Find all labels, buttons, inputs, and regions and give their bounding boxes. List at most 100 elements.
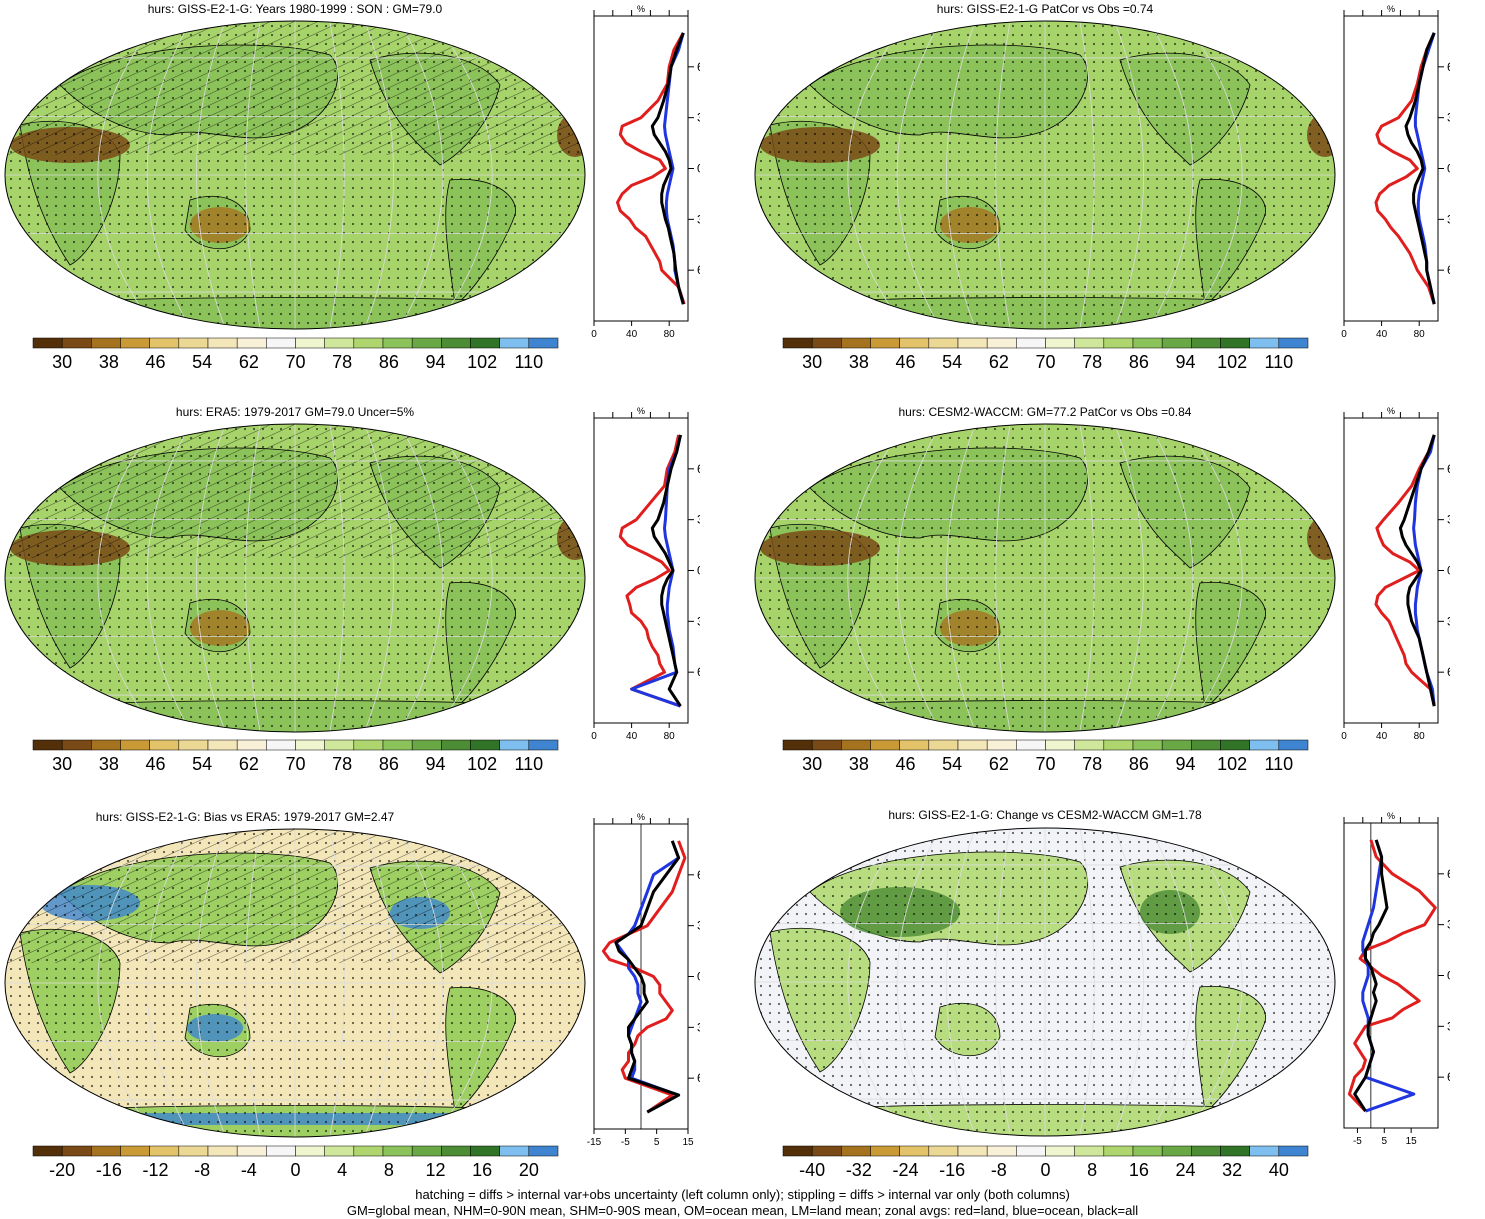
colorbar-swatch	[1191, 337, 1221, 349]
all-zonal-line	[1404, 32, 1436, 305]
colorbar-swatch	[266, 337, 296, 349]
colorbar-tick-label: -4	[241, 1160, 257, 1180]
graticule-lon	[847, 828, 907, 1136]
all-zonal-line	[1398, 434, 1436, 707]
colorbar-tick-label: 86	[1129, 352, 1149, 372]
graticule-lon	[399, 829, 444, 1137]
x-tick-label: 15	[682, 1137, 694, 1148]
lat-tick-label: 0	[697, 162, 700, 176]
graticule-lon	[364, 424, 394, 732]
colorbar-tick-label: 12	[425, 1160, 445, 1180]
zonal-unit-label: %	[1387, 406, 1395, 416]
colorbar-swatch	[899, 1145, 930, 1157]
lat-tick-label: 60S	[1447, 1070, 1450, 1084]
colorbar-swatch	[528, 1145, 559, 1157]
colorbar-swatch	[957, 739, 988, 751]
colorbar-tick-label: 20	[519, 1160, 539, 1180]
colorbar-tick-label: 38	[99, 754, 119, 774]
graticule-lon	[1114, 424, 1144, 732]
colorbar-tick-label: 86	[379, 352, 399, 372]
colorbar-swatch	[1278, 739, 1309, 751]
graticule-lon	[896, 828, 941, 1136]
colorbar-swatch	[1249, 1145, 1280, 1157]
colorbar-tick-label: 54	[942, 754, 962, 774]
colorbar-swatch	[782, 739, 813, 751]
x-tick-label: 80	[664, 731, 676, 742]
colorbar-swatch	[353, 739, 384, 751]
all-zonal-line	[650, 434, 682, 707]
colorbar-swatch	[236, 739, 267, 751]
colorbar-tick-label: 54	[192, 754, 212, 774]
colorbar-swatch	[207, 739, 238, 751]
colorbar-swatch	[61, 337, 92, 349]
zonal-frame	[1343, 822, 1439, 1129]
colorbar-tick-label: 102	[467, 352, 497, 372]
colorbar-tick-label: 16	[1129, 1160, 1149, 1180]
colorbar-tick-label: 38	[849, 352, 869, 372]
world-map	[754, 20, 1336, 330]
colorbar-tick-label: 40	[1269, 1160, 1289, 1180]
colorbar-swatch	[841, 739, 871, 751]
colorbar-swatch	[1220, 1145, 1250, 1157]
map-field	[755, 424, 1335, 732]
colorbar-swatch	[1016, 1145, 1046, 1157]
map-title: hurs: GISS-E2-1-G: Change vs CESM2-WACCM…	[888, 808, 1202, 822]
colorbar-swatch	[1278, 1145, 1309, 1157]
lat-tick-label: 60N	[697, 868, 700, 882]
zonal-average-plot: % 60N 30N 0 30S 60S -15 -5 5 15	[587, 812, 700, 1148]
colorbar-swatch	[1191, 739, 1221, 751]
lat-tick-label: 30N	[697, 513, 700, 527]
lat-tick-label: 0	[1447, 162, 1450, 176]
colorbar-tick-label: -20	[49, 1160, 75, 1180]
x-tick-label: 5	[1382, 1136, 1388, 1147]
lat-tick-label: 30S	[1447, 614, 1450, 628]
lat-tick-label: 60N	[697, 462, 700, 476]
colorbar-swatch	[382, 739, 413, 751]
colorbar-swatch	[91, 1145, 121, 1157]
map-field	[5, 424, 585, 732]
colorbar-tick-label: 62	[989, 754, 1009, 774]
panel-cesm2-waccm: hurs: CESM2-WACCM: GM=77.2 PatCor vs Obs…	[750, 405, 1485, 800]
colorbar-swatch	[178, 1145, 209, 1157]
colorbar-tick-label: 62	[989, 352, 1009, 372]
graticule-lon	[946, 828, 976, 1136]
graticule-lon	[1149, 21, 1194, 329]
colorbar-tick-label: 78	[1082, 352, 1102, 372]
x-tick-label: 40	[626, 329, 638, 340]
map-field	[5, 829, 585, 1137]
colorbar-swatch	[1161, 337, 1192, 349]
colorbar-swatch	[266, 739, 296, 751]
lat-tick-label: 0	[1447, 564, 1450, 578]
colorbar-swatch	[32, 337, 63, 349]
graticule-lon	[847, 21, 907, 329]
colorbar-swatch	[149, 1145, 180, 1157]
colorbar-swatch	[870, 337, 900, 349]
colorbar: 30 38 46 54 62 70 78 86 94 102 110	[782, 739, 1309, 774]
lat-tick-label: 30S	[697, 1020, 700, 1034]
colorbar-tick-label: 8	[384, 1160, 394, 1180]
graticule-lon	[433, 21, 493, 329]
colorbar-swatch	[841, 1145, 871, 1157]
land-zonal-line	[1374, 434, 1436, 707]
colorbar-swatch	[870, 739, 900, 751]
graticule-lon	[946, 21, 976, 329]
colorbar-tick-label: 94	[425, 352, 445, 372]
colorbar-swatch	[782, 1145, 813, 1157]
graticule-lon	[329, 829, 345, 1137]
map-outline	[754, 827, 1336, 1137]
colorbar-tick-label: 54	[942, 352, 962, 372]
colorbar-swatch	[1191, 1145, 1221, 1157]
colorbar-tick-label: 70	[1035, 754, 1055, 774]
colorbar-swatch	[986, 1145, 1017, 1157]
colorbar-swatch	[61, 1145, 92, 1157]
colorbar-swatch	[1045, 739, 1075, 751]
colorbar-swatch	[841, 337, 871, 349]
colorbar-tick-label: 78	[1082, 754, 1102, 774]
colorbar-tick-label: 110	[1264, 754, 1293, 774]
colorbar-tick-label: 16	[472, 1160, 492, 1180]
colorbar-swatch	[1074, 739, 1105, 751]
colorbar-tick-label: 24	[1175, 1160, 1195, 1180]
graticule-lon	[146, 21, 191, 329]
colorbar: -40 -32 -24 -16 -8 0 8 16 24 32 40	[782, 1145, 1309, 1180]
colorbar-tick-label: 0	[1040, 1160, 1050, 1180]
